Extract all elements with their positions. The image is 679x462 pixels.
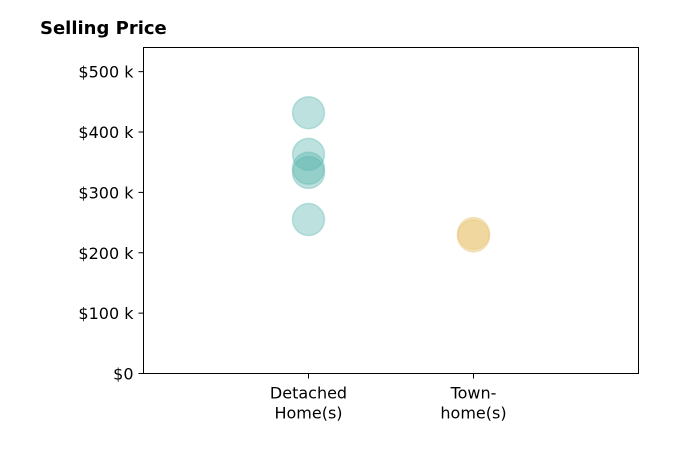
- x-tick-label: Detached: [270, 384, 347, 403]
- data-point: [291, 202, 326, 237]
- data-point: [456, 219, 491, 253]
- chart-title: Selling Price: [40, 18, 167, 39]
- y-tick-label: $500 k: [78, 63, 134, 82]
- data-point: [456, 216, 491, 251]
- data-point: [291, 95, 326, 130]
- data-point: [291, 155, 326, 190]
- x-tick-label: home(s): [440, 404, 506, 423]
- plot-area-frame: [143, 47, 639, 374]
- y-axis: $0 $100 k $200 k $300 k $400 k $500 k: [78, 63, 144, 384]
- x-tick-label: Home(s): [274, 404, 342, 423]
- y-tick-label: $300 k: [78, 183, 134, 202]
- x-tick-label: Town-: [450, 384, 497, 403]
- y-tick-label: $200 k: [78, 244, 134, 263]
- y-tick-label: $100 k: [78, 304, 134, 323]
- y-tick-label: $0: [113, 365, 133, 384]
- y-tick-label: $400 k: [78, 123, 134, 142]
- data-point: [291, 137, 326, 172]
- points-layer: [291, 95, 491, 253]
- data-point: [291, 151, 326, 185]
